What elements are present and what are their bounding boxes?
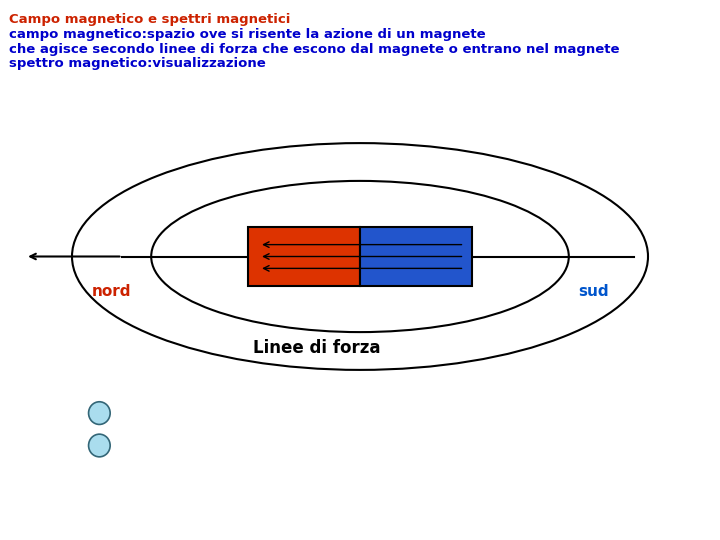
- Text: Campo magnetico e spettri magnetici: Campo magnetico e spettri magnetici: [9, 14, 290, 26]
- Bar: [248, 227, 360, 286]
- Text: spettro magnetico:visualizzazione: spettro magnetico:visualizzazione: [9, 57, 266, 70]
- Text: nord: nord: [92, 284, 131, 299]
- Text: sud: sud: [579, 284, 609, 299]
- Text: che agisce secondo linee di forza che escono dal magnete o entrano nel magnete: che agisce secondo linee di forza che es…: [9, 43, 619, 56]
- Ellipse shape: [89, 434, 110, 457]
- Bar: [360, 227, 472, 286]
- Text: Linee di forza: Linee di forza: [253, 339, 381, 357]
- Ellipse shape: [89, 402, 110, 424]
- Text: campo magnetico:spazio ove si risente la azione di un magnete: campo magnetico:spazio ove si risente la…: [9, 28, 485, 41]
